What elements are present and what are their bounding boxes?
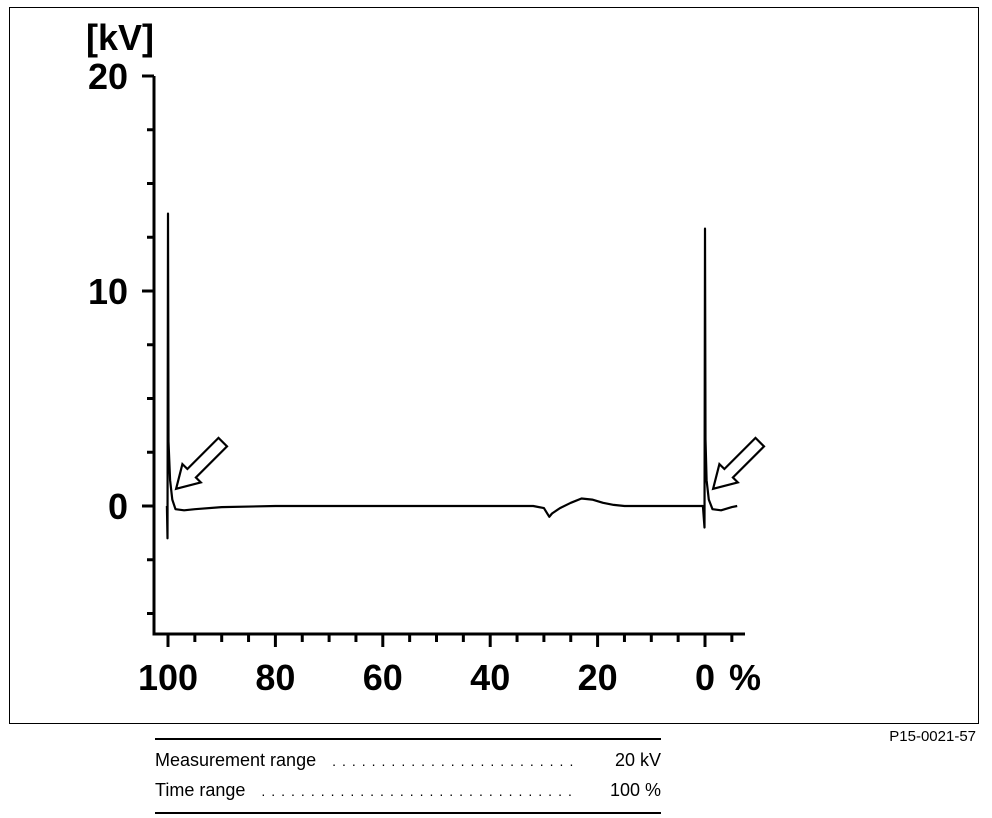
legend-dot-leader: ........................................… [261,783,579,799]
legend-label: Measurement range [155,750,317,770]
x-tick-label: 20 [578,657,618,698]
signal-trace [165,212,738,540]
figure-frame [9,7,979,724]
y-tick-label: 0 [108,486,128,527]
arrow-icon [174,436,229,491]
x-axis-unit-label: % [729,657,761,698]
x-tick-label: 80 [255,657,295,698]
x-tick-label: 40 [470,657,510,698]
annotation-layer [174,436,766,491]
legend-row-measurement-range: Measurement range ......................… [155,746,661,776]
legend-row-time-range: Time range .............................… [155,776,661,806]
axes-layer [142,74,745,647]
legend-table: Measurement range ......................… [155,738,661,814]
series-layer [165,212,738,540]
legend-value: 20 kV [614,750,661,770]
x-tick-label: 0 [695,657,715,698]
y-tick-label: 20 [88,56,128,97]
legend-dot-leader: ........................................… [332,753,579,769]
legend-value: 100 % [609,780,661,800]
y-axis-label: [kV] [86,17,154,58]
figure-id: P15-0021-57 [889,728,976,745]
arrow-icon [711,436,766,491]
x-tick-label: 60 [363,657,403,698]
y-tick-label: 10 [88,271,128,312]
x-tick-label: 100 [138,657,198,698]
legend-label: Time range [155,780,246,800]
